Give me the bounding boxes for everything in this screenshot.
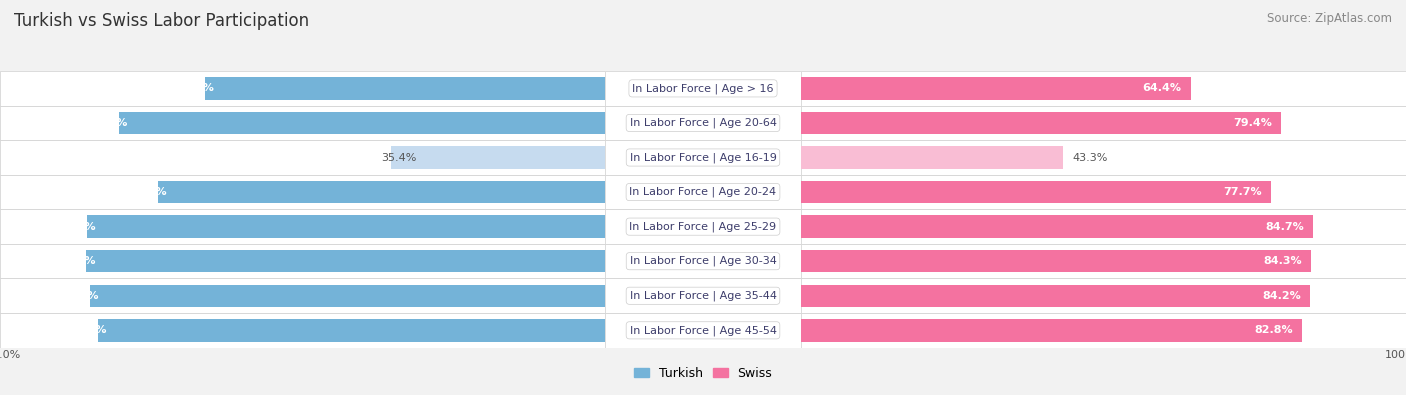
Text: 80.3%: 80.3% [90,118,128,128]
Bar [801,106,1406,140]
Bar [0,71,605,106]
Bar [605,278,801,313]
Bar [605,209,801,244]
Legend: Turkish, Swiss: Turkish, Swiss [628,362,778,385]
Bar [801,313,1406,348]
Bar [801,250,1310,273]
Text: 83.8%: 83.8% [69,325,107,335]
Bar [605,106,801,140]
Bar [801,112,1281,134]
Text: In Labor Force | Age > 16: In Labor Force | Age > 16 [633,83,773,94]
Bar [801,278,1406,313]
Text: 84.2%: 84.2% [1263,291,1302,301]
Text: In Labor Force | Age 45-54: In Labor Force | Age 45-54 [630,325,776,336]
Bar [98,319,605,342]
Text: 82.8%: 82.8% [1254,325,1294,335]
Bar [801,175,1406,209]
Bar [801,244,1406,278]
Text: In Labor Force | Age 16-19: In Labor Force | Age 16-19 [630,152,776,163]
Bar [0,175,605,209]
Bar [801,181,1271,203]
Bar [801,77,1191,100]
Text: 85.1%: 85.1% [60,291,100,301]
Text: Turkish vs Swiss Labor Participation: Turkish vs Swiss Labor Participation [14,12,309,30]
Bar [801,146,1063,169]
Bar [0,244,605,278]
Text: 85.6%: 85.6% [58,222,96,231]
Text: 84.3%: 84.3% [1264,256,1302,266]
Text: 64.4%: 64.4% [1143,83,1181,93]
Text: In Labor Force | Age 30-34: In Labor Force | Age 30-34 [630,256,776,267]
Text: 77.7%: 77.7% [1223,187,1263,197]
Text: 66.1%: 66.1% [176,83,214,93]
Bar [90,284,605,307]
Bar [0,209,605,244]
Bar [801,284,1310,307]
Bar [86,250,605,273]
Bar [205,77,605,100]
Bar [87,215,605,238]
Bar [801,215,1313,238]
Bar [605,140,801,175]
Bar [391,146,605,169]
Bar [605,313,801,348]
Text: 43.3%: 43.3% [1073,152,1108,162]
Bar [0,313,605,348]
Text: 85.7%: 85.7% [58,256,96,266]
Bar [801,140,1406,175]
Bar [801,209,1406,244]
Bar [605,71,801,106]
Text: Source: ZipAtlas.com: Source: ZipAtlas.com [1267,12,1392,25]
Bar [801,71,1406,106]
Text: In Labor Force | Age 25-29: In Labor Force | Age 25-29 [630,221,776,232]
Bar [0,106,605,140]
Text: In Labor Force | Age 20-64: In Labor Force | Age 20-64 [630,118,776,128]
Text: 79.4%: 79.4% [1233,118,1272,128]
Bar [0,278,605,313]
Text: In Labor Force | Age 20-24: In Labor Force | Age 20-24 [630,187,776,198]
Bar [120,112,605,134]
Bar [605,175,801,209]
Text: 84.7%: 84.7% [1265,222,1305,231]
Text: In Labor Force | Age 35-44: In Labor Force | Age 35-44 [630,290,776,301]
Bar [157,181,605,203]
Text: 35.4%: 35.4% [381,152,416,162]
Bar [0,140,605,175]
Bar [801,319,1302,342]
Text: 73.9%: 73.9% [128,187,167,197]
Bar [605,244,801,278]
